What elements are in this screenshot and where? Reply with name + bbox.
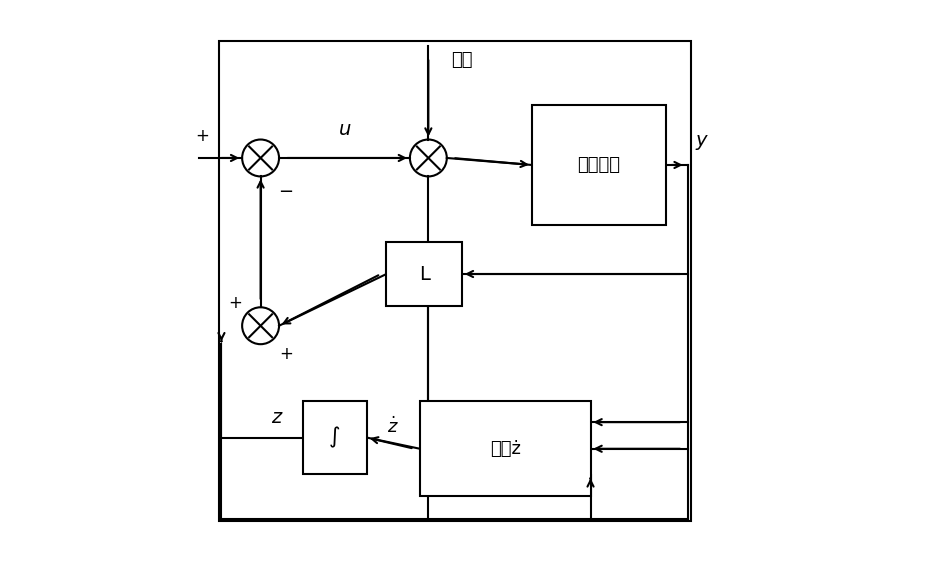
Text: $u$: $u$ — [338, 121, 352, 139]
Text: +: + — [279, 345, 293, 362]
Text: 扰动: 扰动 — [452, 51, 473, 69]
Text: $z$: $z$ — [271, 409, 283, 427]
Bar — [386, 242, 462, 306]
Text: +: + — [194, 126, 209, 144]
Text: 控制系统: 控制系统 — [578, 156, 621, 174]
Bar — [532, 105, 666, 225]
Bar — [219, 40, 691, 522]
Text: +: + — [228, 294, 242, 312]
Text: $y$: $y$ — [696, 133, 710, 152]
Text: $\dot{z}$: $\dot{z}$ — [387, 416, 399, 437]
Bar — [420, 401, 591, 496]
Text: 计算ż: 计算ż — [490, 440, 521, 458]
Text: ∫: ∫ — [329, 427, 340, 448]
Bar — [303, 401, 367, 474]
Text: L: L — [419, 265, 429, 283]
Text: −: − — [279, 183, 294, 201]
